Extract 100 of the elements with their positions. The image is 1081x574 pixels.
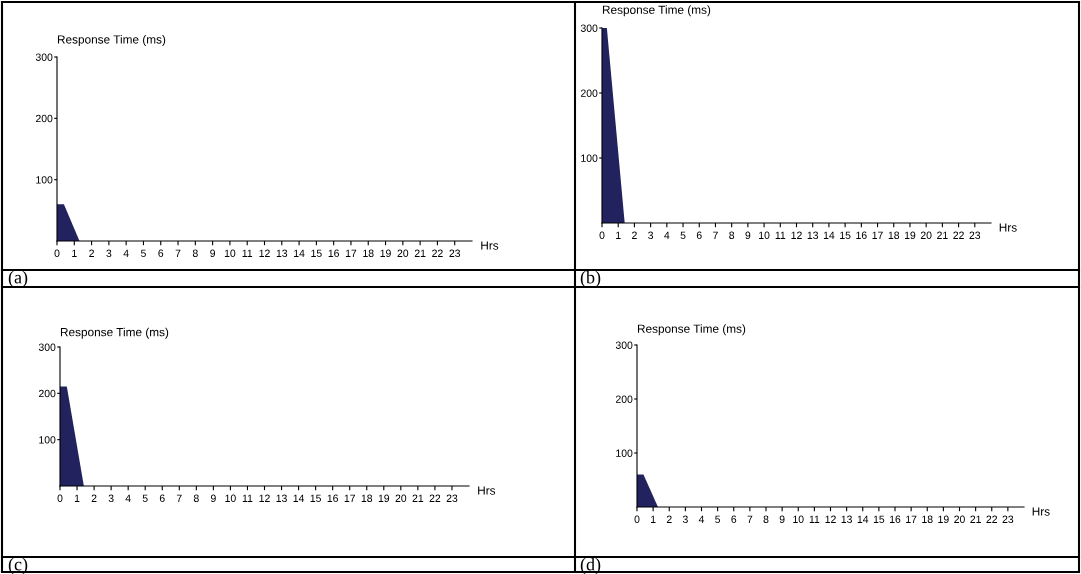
x-tick-label: 10	[224, 249, 236, 257]
x-tick-label: 3	[106, 249, 112, 257]
x-tick-label: 18	[361, 494, 373, 502]
x-tick-label: 22	[432, 249, 443, 257]
x-tick-label: 16	[327, 494, 338, 502]
x-tick-label: 16	[890, 515, 901, 523]
x-tick-label: 9	[210, 249, 216, 257]
x-tick-label: 19	[938, 515, 949, 523]
x-tick-label: 3	[682, 515, 688, 523]
x-tick-label: 11	[809, 515, 820, 523]
x-tick-label: 0	[54, 249, 60, 257]
x-tick-label: 11	[242, 249, 253, 257]
y-tick-label: 100	[616, 449, 633, 457]
x-tick-label: 2	[666, 515, 672, 523]
x-tick-label: 21	[970, 515, 981, 523]
x-tick-label: 14	[293, 494, 305, 502]
x-tick-label: 3	[648, 231, 654, 239]
x-tick-label: 13	[807, 231, 819, 239]
x-tick-label: 16	[328, 249, 339, 257]
x-tick-label: 12	[791, 231, 802, 239]
y-tick-label: 100	[39, 436, 56, 444]
x-tick-label: 5	[142, 494, 148, 502]
x-tick-label: 20	[954, 515, 965, 523]
x-tick-label: 8	[763, 515, 769, 523]
x-tick-label: 23	[1002, 515, 1014, 523]
x-tick-label: 17	[344, 494, 355, 502]
x-tick-label: 9	[779, 515, 785, 523]
x-tick-label: 4	[698, 515, 705, 523]
x-tick-label: 23	[446, 494, 458, 502]
x-tick-label: 14	[857, 515, 869, 523]
y-tick-label: 200	[35, 114, 53, 123]
x-tick-label: 10	[225, 494, 236, 502]
x-tick-label: 7	[713, 231, 718, 239]
x-tick-label: 22	[429, 494, 441, 502]
x-tick-label: 22	[953, 231, 964, 239]
x-tick-label: 21	[412, 494, 424, 502]
x-tick-label: 10	[759, 231, 770, 239]
x-tick-label: 4	[123, 249, 129, 257]
y-tick-label: 200	[615, 395, 633, 403]
x-tick-label: 1	[72, 249, 77, 257]
x-axis-title: Hrs	[481, 241, 499, 250]
x-tick-label: 7	[176, 494, 182, 502]
x-tick-label: 11	[775, 231, 786, 239]
x-tick-label: 18	[363, 249, 374, 257]
text: (b)	[580, 270, 601, 288]
x-tick-label: 2	[632, 231, 637, 239]
x-tick-label: 15	[311, 249, 322, 257]
y-tick-label: 300	[35, 53, 53, 61]
x-tick-label: 15	[873, 515, 885, 523]
x-axis-title: Hrs	[999, 223, 1017, 232]
x-axis-title: Hrs	[1032, 507, 1050, 516]
x-tick-label: 9	[210, 494, 216, 502]
x-tick-label: 21	[937, 231, 948, 239]
y-axis-title: Response Time (ms)	[602, 5, 711, 17]
y-tick-label: 300	[38, 343, 56, 351]
x-tick-label: 20	[397, 249, 409, 257]
x-tick-label: 20	[395, 494, 407, 502]
x-tick-label: 2	[89, 249, 94, 257]
x-tick-label: 22	[986, 515, 998, 523]
x-tick-label: 19	[380, 249, 391, 257]
x-tick-label: 15	[840, 231, 851, 239]
x-tick-label: 4	[125, 494, 131, 502]
x-tick-label: 7	[747, 515, 753, 523]
x-tick-label: 1	[74, 494, 80, 502]
x-tick-label: 14	[823, 231, 835, 239]
x-tick-label: 12	[259, 494, 270, 502]
x-tick-label: 5	[140, 249, 146, 257]
x-tick-label: 1	[651, 515, 656, 523]
x-axis-title: Hrs	[478, 486, 496, 495]
x-tick-label: 21	[414, 249, 426, 257]
x-tick-label: 12	[259, 249, 270, 257]
x-tick-label: 8	[193, 494, 199, 502]
x-tick-label: 13	[841, 515, 852, 523]
x-tick-label: 7	[175, 249, 181, 257]
x-tick-label: 4	[664, 231, 670, 239]
x-tick-label: 6	[731, 515, 737, 523]
x-tick-label: 18	[888, 231, 900, 239]
y-tick-label: 300	[615, 341, 633, 349]
x-tick-label: 14	[294, 249, 305, 257]
x-tick-label: 17	[872, 231, 883, 239]
x-tick-label: 1	[616, 231, 621, 239]
x-tick-label: 17	[906, 515, 917, 523]
y-tick-label: 200	[580, 89, 598, 97]
y-tick-label: 300	[580, 24, 598, 32]
x-tick-label: 13	[276, 494, 287, 502]
x-tick-label: 18	[922, 515, 933, 523]
y-tick-label: 100	[36, 176, 53, 184]
y-axis-title: Response Time (ms)	[60, 327, 169, 339]
y-axis-title: Response Time (ms)	[57, 34, 166, 46]
x-tick-label: 0	[634, 515, 640, 523]
x-tick-label: 8	[192, 249, 198, 257]
x-tick-label: 0	[57, 494, 63, 502]
x-tick-label: 23	[449, 249, 461, 257]
x-tick-label: 11	[242, 494, 253, 502]
x-tick-label: 20	[920, 231, 932, 239]
x-tick-label: 3	[108, 494, 114, 502]
y-axis-title: Response Time (ms)	[637, 324, 746, 336]
x-tick-label: 6	[159, 494, 165, 502]
x-tick-label: 6	[158, 249, 164, 257]
y-tick-label: 200	[38, 389, 56, 398]
